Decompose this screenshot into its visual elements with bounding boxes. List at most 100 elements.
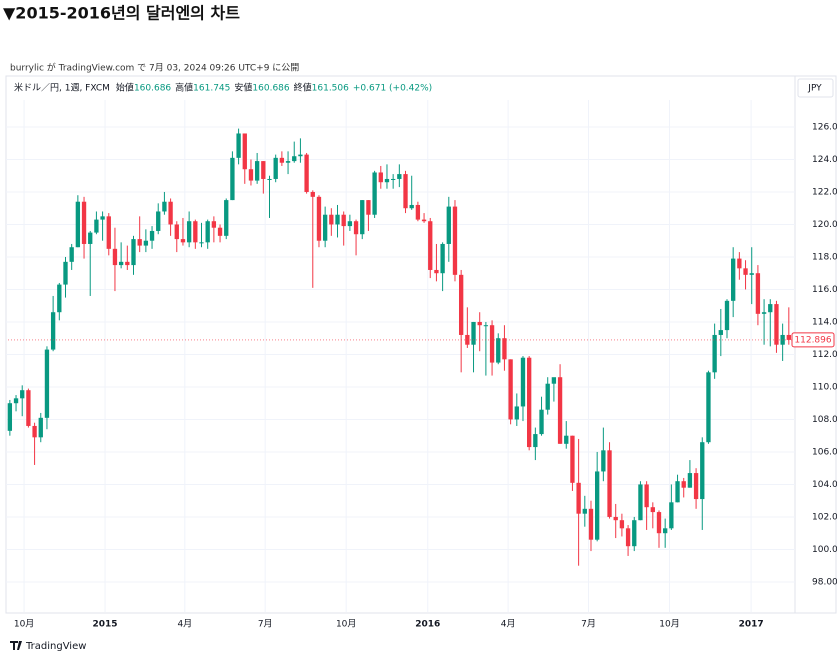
candle-body	[774, 304, 779, 345]
candle-body	[38, 417, 43, 438]
candle-body	[520, 357, 526, 407]
candle-body	[156, 211, 161, 231]
candle-body	[186, 221, 192, 243]
grid	[6, 100, 795, 612]
y-tick-label: 98.000	[812, 577, 837, 587]
candle-body	[514, 406, 519, 420]
candle-body	[768, 304, 773, 313]
candle-body	[656, 512, 662, 534]
footer: TradingView	[25, 641, 86, 651]
candle-body	[205, 221, 210, 243]
candle-body	[149, 230, 155, 241]
candle-body	[724, 300, 730, 331]
candle-body	[44, 349, 50, 418]
candle-body	[409, 204, 414, 209]
candle-body	[755, 273, 761, 314]
x-tick-label: 4月	[501, 619, 516, 630]
candle-body	[298, 154, 303, 157]
candle-body	[477, 321, 482, 326]
legend-label: 終値	[294, 82, 312, 94]
candle-body	[632, 520, 637, 547]
candle-body	[316, 196, 322, 241]
page-title: ▼2015-2016년의 달러엔의 차트	[3, 4, 240, 23]
candle-body	[601, 450, 606, 472]
candle-body	[347, 221, 353, 227]
candle-body	[20, 390, 25, 399]
candle-body	[489, 325, 495, 363]
candle-body	[174, 224, 179, 240]
candle-body	[446, 206, 451, 244]
candle-body	[576, 482, 581, 514]
x-tick-label: 10月	[659, 619, 679, 630]
candle-body	[125, 261, 130, 266]
candle-body	[496, 338, 501, 363]
candle-body	[749, 273, 754, 275]
candle-body	[341, 214, 346, 227]
last-price-label: 112.896	[794, 335, 831, 345]
candle-body	[607, 450, 612, 517]
candle-body	[217, 227, 223, 236]
y-tick-label: 106.000	[812, 447, 837, 457]
legend-value: 161.506	[312, 84, 349, 94]
candle-body	[718, 330, 723, 335]
x-tick-label: 2015	[93, 620, 118, 630]
y-tick-label: 108.000	[812, 415, 837, 425]
candle-body	[440, 243, 445, 274]
y-tick-label: 120.000	[812, 220, 837, 230]
y-tick-label: 126.000	[812, 122, 837, 132]
x-tick-label: 7月	[258, 619, 273, 630]
candle-body	[310, 191, 315, 197]
x-tick-label: 10月	[336, 619, 356, 630]
candle-body	[526, 357, 532, 448]
candle-body	[428, 221, 433, 270]
candle-body	[211, 221, 217, 228]
candle-body	[131, 239, 136, 266]
candle-body	[143, 240, 149, 246]
candle-body	[700, 442, 705, 500]
candle-body	[551, 377, 557, 384]
candle-body	[681, 481, 686, 488]
y-tick-label: 100.000	[812, 545, 837, 555]
candle-body	[329, 214, 334, 225]
candle-body	[384, 178, 390, 183]
y-tick-label: 124.000	[812, 155, 837, 165]
legend-symbol: 米ドル／円, 1週, FXCM	[14, 82, 110, 94]
candle-body	[242, 133, 247, 170]
currency-box[interactable]	[797, 78, 834, 98]
candle-body	[63, 261, 68, 285]
candle-body	[644, 484, 649, 508]
y-tick-label: 104.000	[812, 480, 837, 490]
candle-body	[168, 201, 173, 225]
candle-body	[471, 321, 476, 345]
candle-body	[650, 507, 655, 513]
candle-body	[693, 473, 699, 500]
candle-body	[248, 169, 254, 181]
footer-logo	[10, 641, 22, 650]
candle-body	[81, 201, 87, 244]
candle-body	[112, 248, 118, 266]
candle-body	[619, 520, 625, 529]
candle-body	[403, 174, 408, 209]
candle-body	[13, 398, 19, 404]
candle-body	[69, 247, 74, 262]
candle-body	[267, 178, 272, 180]
x-tick-label: 2016	[415, 620, 440, 630]
y-tick-label: 122.000	[812, 187, 837, 197]
candle-body	[743, 268, 748, 275]
y-tick-label: 112.000	[812, 350, 837, 360]
candle-body	[390, 178, 396, 180]
y-tick-label: 102.000	[812, 512, 837, 522]
candle-body	[224, 200, 229, 236]
candle-body	[421, 219, 427, 222]
candle-body	[638, 484, 643, 521]
candle-body	[706, 372, 711, 443]
legend-value: 161.745	[193, 84, 230, 94]
candle-body	[582, 508, 587, 514]
candle-body	[545, 383, 550, 410]
candle-body	[508, 359, 513, 420]
candle-body	[761, 312, 767, 314]
candle-body	[106, 216, 111, 249]
chart-frame	[5, 75, 837, 614]
candle-body	[483, 325, 489, 327]
x-tick-label: 10月	[14, 619, 34, 630]
